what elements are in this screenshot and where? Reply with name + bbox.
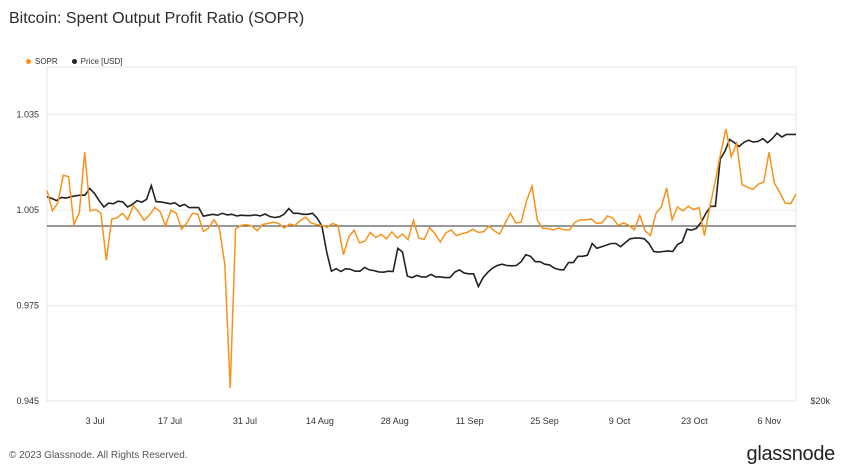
x-tick-label: 6 Nov	[757, 416, 781, 426]
glassnode-logo: glassnode	[746, 443, 836, 465]
grid-lines	[47, 114, 796, 402]
copyright-footer: © 2023 Glassnode. All Rights Reserved.	[9, 450, 188, 461]
sopr-chart[interactable]: 1.035 1.005 0.975 0.945 3 Jul 17 Jul 31 Jul 14…	[0, 0, 847, 440]
legend-item-price[interactable]: Price [USD]	[71, 57, 123, 66]
x-tick-label: 9 Oct	[609, 416, 631, 426]
x-tick-label: 3 Jul	[86, 416, 105, 426]
x-tick-label: 23 Oct	[681, 416, 708, 426]
legend-item-sopr[interactable]: SOPR	[26, 57, 58, 66]
legend-label-price: Price [USD]	[80, 57, 123, 66]
x-tick-label: 11 Sep	[456, 416, 484, 426]
series-line-sopr	[46, 128, 797, 389]
x-tick-label: 31 Jul	[233, 416, 257, 426]
y-right-tick-label: $20k	[810, 396, 830, 406]
chart-title: Bitcoin: Spent Output Profit Ratio (SOPR…	[9, 10, 305, 27]
x-tick-label: 17 Jul	[158, 416, 182, 426]
sopr-legend-dot-icon	[26, 59, 31, 64]
y-tick-label: 0.945	[16, 396, 39, 406]
legend-label-sopr: SOPR	[35, 57, 58, 66]
x-axis: 3 Jul 17 Jul 31 Jul 14 Aug 28 Aug 11 Sep 25 Se…	[86, 416, 782, 426]
y-tick-label: 1.035	[16, 110, 39, 120]
series-line-price	[46, 132, 796, 289]
x-tick-label: 14 Aug	[306, 416, 334, 426]
y-tick-label: 1.005	[16, 205, 39, 215]
y-tick-label: 0.975	[16, 301, 39, 311]
x-tick-label: 28 Aug	[381, 416, 409, 426]
y-axis: 1.035 1.005 0.975 0.945	[16, 110, 39, 406]
plot-area	[46, 66, 797, 402]
x-tick-label: 25 Sep	[530, 416, 559, 426]
price-legend-dot-icon	[71, 59, 77, 64]
legend: SOPR Price [USD]	[26, 57, 122, 66]
